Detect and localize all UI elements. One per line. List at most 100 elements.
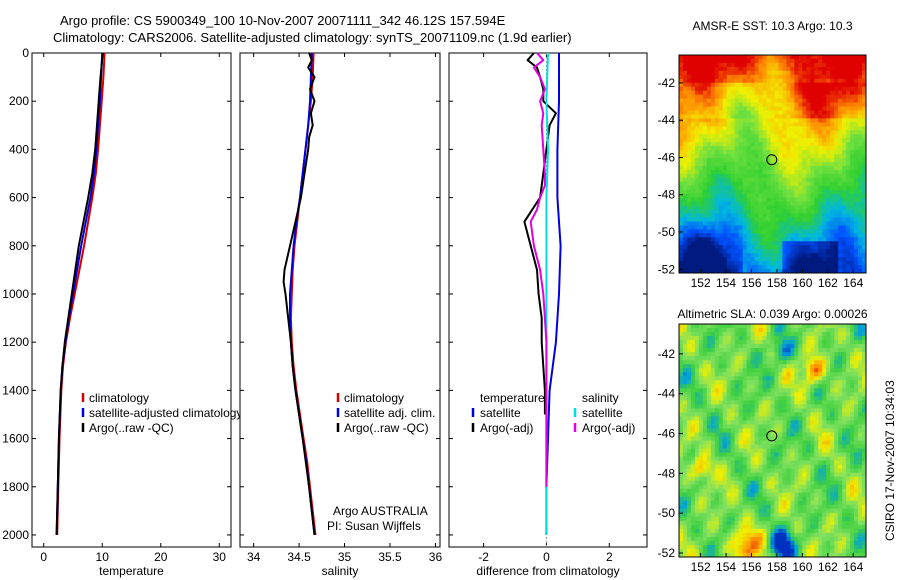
heatmap-cell — [794, 265, 799, 270]
heatmap-cell — [774, 508, 780, 514]
heatmap-cell — [778, 420, 784, 426]
heatmap-cell — [690, 217, 696, 223]
heatmap-cell — [814, 245, 819, 250]
heatmap-cell — [698, 400, 704, 405]
heatmap-cell — [770, 380, 776, 385]
heatmap-cell — [690, 229, 696, 234]
heatmap-cell — [770, 344, 776, 349]
heatmap-cell — [790, 158, 795, 163]
y-tick-label: 0 — [22, 46, 29, 60]
heatmap-cell — [706, 249, 712, 254]
heatmap-cell — [798, 269, 803, 273]
heatmap-cell — [690, 424, 696, 430]
heatmap-cell — [842, 126, 847, 131]
heatmap-cell — [794, 78, 799, 84]
heatmap-cell — [854, 169, 859, 175]
heatmap-cell — [694, 416, 700, 422]
heatmap-cell — [822, 98, 827, 104]
heatmap-cell — [686, 352, 692, 357]
heatmap-cell — [718, 253, 724, 258]
heatmap-cell — [770, 86, 776, 92]
heatmap-cell — [838, 90, 843, 96]
heatmap-cell — [690, 484, 696, 490]
heatmap-cell — [798, 189, 803, 195]
heatmap-cell — [814, 138, 819, 143]
heatmap-cell — [742, 74, 748, 80]
heatmap-cell — [862, 464, 866, 470]
heatmap-cell — [858, 261, 863, 266]
heatmap-cell — [686, 55, 692, 60]
heatmap-cell — [822, 229, 827, 234]
heatmap-cell — [726, 328, 732, 333]
heatmap-cell — [774, 189, 780, 195]
heatmap-cell — [690, 154, 696, 159]
heatmap-cell — [710, 376, 716, 381]
heatmap-cell — [694, 229, 700, 234]
heatmap-cell — [818, 217, 823, 223]
heatmap-cell — [682, 82, 688, 88]
heatmap-cell — [838, 400, 843, 405]
heatmap-cell — [822, 165, 827, 171]
heatmap-cell — [710, 356, 716, 361]
heatmap-cell — [810, 177, 815, 183]
heatmap-cell — [802, 408, 807, 413]
heatmap-cell — [722, 245, 728, 250]
heatmap-cell — [782, 102, 788, 108]
heatmap-cell — [854, 448, 859, 454]
heatmap-cell — [758, 440, 764, 446]
heatmap-cell — [698, 122, 704, 127]
heatmap-cell — [726, 169, 732, 175]
heatmap-cell — [802, 249, 807, 254]
heatmap-cell — [706, 257, 712, 262]
heatmap-cell — [734, 185, 740, 191]
heatmap-cell — [750, 110, 756, 116]
heatmap-cell — [782, 154, 788, 159]
heatmap-cell — [826, 476, 831, 482]
heatmap-cell — [810, 142, 815, 147]
heatmap-cell — [830, 380, 835, 385]
heatmap-cell — [686, 177, 692, 183]
heatmap-cell — [794, 173, 799, 179]
heatmap-cell — [698, 496, 704, 502]
heatmap-cell — [826, 352, 831, 357]
heatmap-cell — [738, 55, 744, 60]
heatmap-cell — [726, 90, 732, 96]
heatmap-cell — [846, 484, 851, 490]
heatmap-cell — [810, 332, 815, 337]
heatmap-cell — [786, 122, 792, 127]
heatmap-cell — [790, 110, 795, 116]
heatmap-cell — [766, 189, 772, 195]
heatmap-cell — [679, 408, 684, 413]
heatmap-cell — [834, 380, 839, 385]
heatmap-cell — [694, 484, 700, 490]
heatmap-cell — [690, 436, 696, 442]
heatmap-cell — [850, 464, 855, 470]
heatmap-cell — [814, 508, 819, 514]
heatmap-cell — [742, 332, 748, 337]
heatmap-cell — [730, 138, 736, 143]
heatmap-cell — [726, 257, 732, 262]
heatmap-cell — [698, 110, 704, 116]
heatmap-cell — [762, 181, 768, 187]
heatmap-cell — [790, 217, 795, 223]
heatmap-cell — [786, 460, 792, 466]
heatmap-cell — [686, 201, 692, 207]
heatmap-cell — [698, 150, 704, 155]
heatmap-cell — [770, 173, 776, 179]
heatmap-cell — [862, 189, 866, 195]
heatmap-cell — [814, 150, 819, 155]
heatmap-cell — [746, 162, 752, 167]
legend-heading: salinity — [582, 391, 619, 405]
heatmap-cell — [810, 197, 815, 203]
heatmap-cell — [762, 169, 768, 175]
heatmap-cell — [770, 388, 776, 393]
heatmap-cell — [858, 388, 863, 393]
heatmap-cell — [734, 372, 740, 377]
heatmap-cell — [766, 249, 772, 254]
heatmap-cell — [774, 420, 780, 426]
heatmap-cell — [762, 372, 768, 377]
heatmap-cell — [762, 102, 768, 108]
heatmap-cell — [698, 492, 704, 498]
heatmap-cell — [834, 165, 839, 171]
heatmap-cell — [726, 356, 732, 361]
